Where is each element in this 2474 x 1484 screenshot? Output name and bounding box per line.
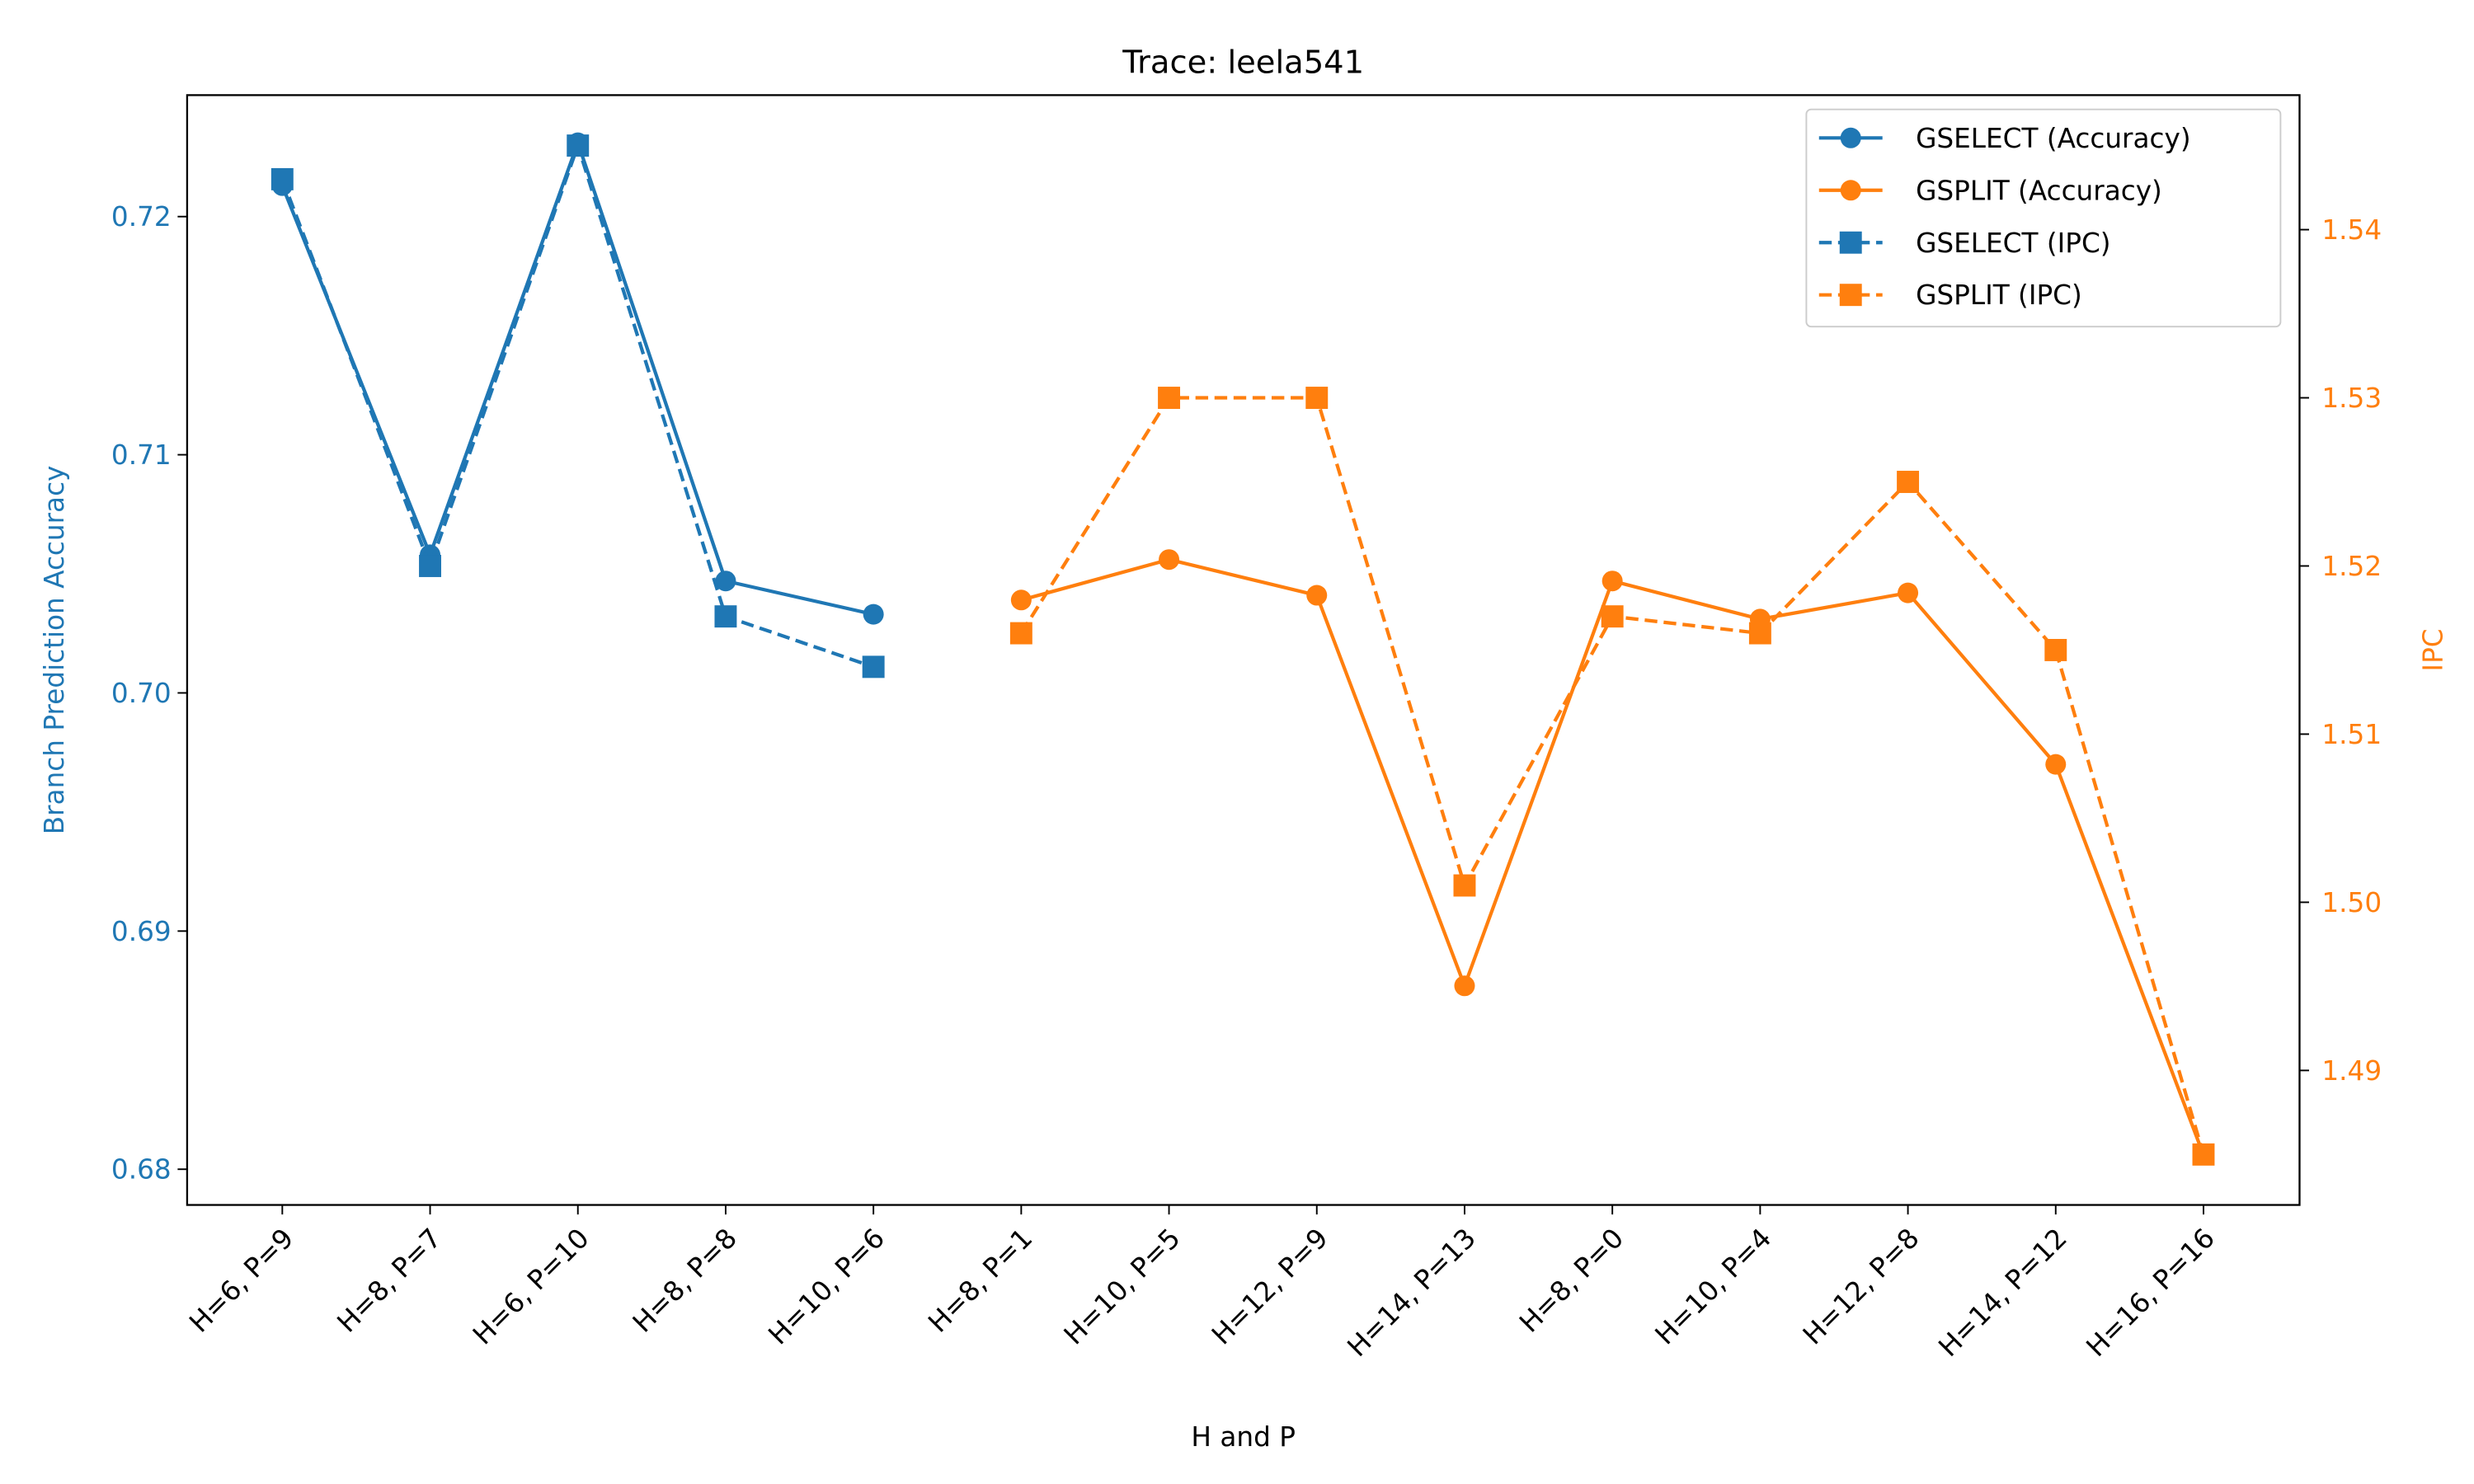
legend-box <box>1805 108 2282 328</box>
y-tick-label: 0.71 <box>111 439 172 471</box>
x-tick-label: H=8, P=0 <box>1513 1223 1630 1339</box>
marker <box>1454 975 1475 997</box>
marker <box>1306 585 1328 606</box>
y-tick-label: 0.70 <box>111 678 172 709</box>
marker <box>419 555 441 577</box>
legend-marker <box>1839 231 1862 254</box>
y2-axis-label: IPC <box>2418 628 2449 671</box>
x-tick-label: H=12, P=9 <box>1206 1223 1334 1351</box>
legend-label: GSELECT (IPC) <box>1916 228 2110 259</box>
marker <box>1748 622 1771 645</box>
x-tick-label: H=8, P=8 <box>627 1223 743 1339</box>
marker <box>1305 387 1329 409</box>
marker <box>1602 571 1623 592</box>
marker <box>567 134 590 157</box>
marker <box>2192 1143 2215 1166</box>
x-tick-label: H=8, P=7 <box>332 1223 448 1339</box>
x-tick-label: H=16, P=16 <box>2081 1223 2221 1363</box>
chart-title: Trace: leela541 <box>1122 44 1364 81</box>
x-tick-label: H=14, P=13 <box>1342 1223 1482 1363</box>
marker <box>2045 754 2067 775</box>
y2-tick-label: 1.50 <box>2321 887 2382 918</box>
plot-frame <box>186 94 2301 1206</box>
x-tick-label: H=10, P=6 <box>762 1223 891 1351</box>
marker <box>1898 582 1919 603</box>
y-tick-label: 0.68 <box>111 1154 172 1186</box>
marker <box>862 655 885 679</box>
y-tick-label: 0.69 <box>111 916 172 947</box>
x-tick-label: H=6, P=9 <box>183 1223 299 1339</box>
marker <box>715 571 736 592</box>
y2-tick-label: 1.54 <box>2321 214 2382 246</box>
x-tick-label: H=8, P=1 <box>922 1223 1038 1339</box>
marker <box>1009 622 1032 645</box>
marker <box>1453 874 1476 897</box>
legend-label: GSELECT (Accuracy) <box>1916 123 2191 154</box>
marker <box>714 605 737 628</box>
x-tick-label: H=10, P=5 <box>1058 1223 1187 1351</box>
y2-tick-label: 1.52 <box>2321 551 2382 582</box>
marker <box>1010 589 1032 611</box>
legend-marker <box>1840 127 1861 148</box>
y2-tick-label: 1.49 <box>2321 1055 2382 1087</box>
legend-label: GSPLIT (IPC) <box>1916 279 2082 311</box>
x-tick-label: H=10, P=4 <box>1649 1223 1778 1351</box>
y-tick-label: 0.72 <box>111 201 172 232</box>
x-tick-label: H=6, P=10 <box>467 1223 595 1351</box>
y-axis-label: Branch Prediction Accuracy <box>39 466 70 835</box>
marker <box>1601 605 1624 628</box>
series-line <box>280 137 874 617</box>
x-axis-label: H and P <box>1191 1421 1296 1453</box>
x-tick-label: H=12, P=8 <box>1797 1223 1926 1351</box>
marker <box>863 603 884 625</box>
y2-tick-label: 1.53 <box>2321 383 2382 414</box>
marker <box>2044 639 2067 661</box>
marker <box>1158 387 1181 409</box>
marker <box>1159 549 1180 571</box>
marker <box>1897 471 1920 493</box>
series-line <box>1019 396 2206 1155</box>
x-tick-label: H=14, P=12 <box>1932 1223 2072 1363</box>
marker <box>270 167 294 190</box>
legend-marker <box>1840 180 1861 201</box>
legend-marker <box>1839 284 1862 307</box>
series-line <box>1020 557 2205 1156</box>
legend-label: GSPLIT (Accuracy) <box>1916 175 2162 206</box>
y2-tick-label: 1.51 <box>2321 719 2382 750</box>
